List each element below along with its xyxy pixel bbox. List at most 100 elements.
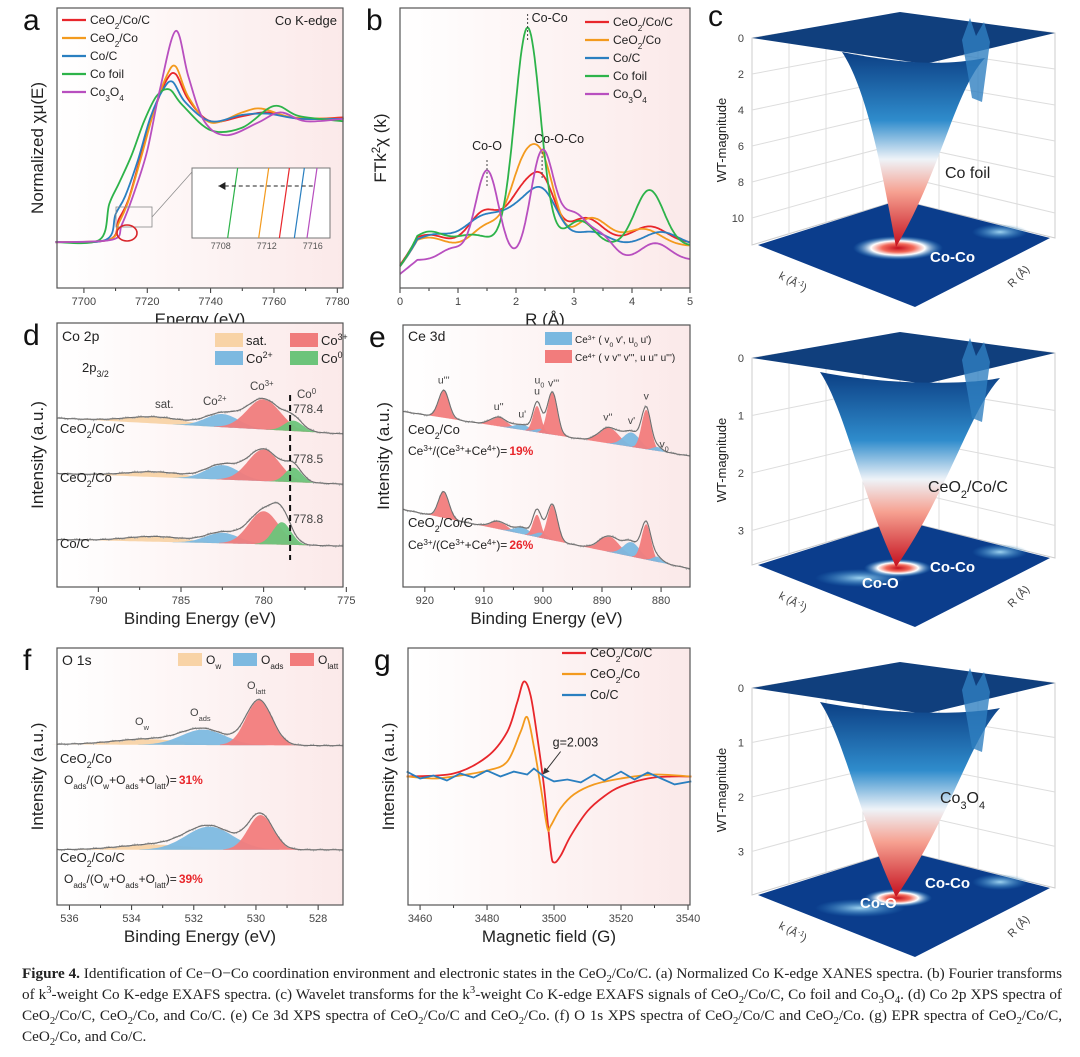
r-axis-label: R (Å) [1005,263,1032,290]
ratio-label: Ce3+/(Ce3++Ce4+)= [408,444,507,459]
x-tick-label: 7740 [198,296,222,308]
z-tick-label: 8 [738,177,744,189]
z-tick-label: 3 [738,526,744,538]
x-tick-label: 3460 [408,913,432,925]
z-tick-label: 10 [732,213,744,225]
z-tick-label: 2 [738,69,744,81]
feature-label: Co-O [860,895,897,912]
panel-subtitle: Ce 3d [408,328,445,344]
sample-label: Co/C [60,536,90,551]
component-peak-2 [223,815,298,850]
binding-energy-value: 778.4 [293,402,323,416]
panel-letter-g: g [374,644,391,677]
y-axis-label: Normalized χμ(E) [28,82,47,214]
peak-label: u' [518,409,526,421]
component-peak-8 [632,524,661,563]
z-tick-label: 3 [738,846,744,858]
binding-energy-value: 778.5 [293,452,323,466]
x-tick-label: 534 [122,913,140,925]
grid-line [751,143,901,183]
peak-label: Oads [190,707,211,723]
ratio-value: 19% [509,444,533,458]
chart-title: Co K-edge [275,13,337,28]
legend-label: Co/C [613,51,641,65]
z-tick-label: 0 [738,683,744,695]
wavelet-transform-plot-2: 0 1 2 3 WT-magnitude k (Å-1) R (Å) Co3O4 Co-Co Co… [714,662,1056,957]
wavelet-surface-funnel [820,372,1000,567]
legend-label: Olatt [318,653,339,671]
x-tick-label: 775 [337,595,355,607]
ratio-value: 26% [509,538,533,552]
binding-energy-value: 778.8 [293,512,323,526]
sample-label: Co foil [945,165,990,182]
ratio-label: Ce3+/(Ce3++Ce4+)= [408,538,507,553]
legend-label: Co foil [90,67,124,81]
component-peak-5 [537,392,568,437]
plot-frame-a [56,7,344,289]
peak-annotation: Co-O-Co [534,132,584,146]
series-line-1 [55,64,344,244]
fitted-envelope-0 [56,397,344,435]
legend-label: CeO2/Co [613,33,661,51]
plot-frame-f [56,647,344,906]
x-tick-label: 530 [247,913,265,925]
x-tick-label: 3 [571,296,577,308]
legend-label: Ow [206,653,221,671]
x-tick-label: 7760 [262,296,286,308]
component-peak-0 [427,390,460,421]
inset-frame [191,167,331,239]
x-axis-label: Binding Energy (eV) [124,609,276,628]
component-peak-0 [427,491,460,522]
series-line-0 [406,680,692,864]
z-axis-label: WT-magnitude [714,748,729,833]
x-axis-label: Magnetic field (G) [482,927,616,946]
legend-label: CeO2/Co [90,31,138,49]
legend-swatch-2 [290,653,314,666]
r-axis-label: R (Å) [1005,583,1032,610]
x-tick-label: 3520 [609,913,633,925]
x-tick-label: 532 [185,913,203,925]
wavelet-transform-plot-1: 0 1 2 3 WT-magnitude k (Å-1) R (Å) CeO2/Co/C Co-… [714,332,1056,627]
component-peak-3 [268,467,319,484]
feature-label: Co-Co [925,875,970,892]
series-line-2 [399,186,691,267]
x-tick-label: 2 [513,296,519,308]
panel-letter-b: b [366,4,383,37]
plot-frame-e [402,324,691,588]
edge-highlight-circle [116,224,138,242]
panel-subtitle: O 1s [62,652,92,668]
spectral-line-label: 2p3/2 [82,360,109,379]
legend-label: Co3O4 [90,85,124,103]
x-tick-label: 920 [416,595,434,607]
inset-edge-line-2 [278,167,290,239]
sample-label: CeO2/Co/C [408,515,473,534]
fitted-envelope-2 [57,502,343,547]
legend-label: CeO2/Co/C [613,15,673,33]
y-axis-label: FTk2χ (k) [371,113,390,182]
peak-label: u''' [438,374,450,386]
inset-edge-line-3 [293,167,305,239]
series-line-1 [406,715,692,832]
peak-label: Olatt [247,680,266,696]
panel-letter-c: c [708,0,723,33]
ratio-value: 31% [179,773,203,787]
ratio-value: 39% [179,872,203,886]
x-tick-label: 3540 [676,913,700,925]
grid-line [751,175,901,219]
legend-swatch-1 [290,333,318,347]
x-tick-label: 3480 [475,913,499,925]
g-factor-annotation: g=2.003 [553,736,599,750]
figure-caption: Figure 4. Identification of Ce−O−Co coor… [22,963,1063,1049]
x-axis-label: Binding Energy (eV) [124,927,276,946]
z-tick-label: 0 [738,33,744,45]
component-peak-3 [266,420,321,433]
x-tick-label: 1 [455,296,461,308]
peak-label: sat. [155,399,174,411]
x-axis-label: R (Å) [525,310,565,329]
wavelet-transform-plot-0: 0 2 4 6 8 10 WT-magnitude k (Å-1) R (Å) Co foil Co… [714,12,1056,307]
heatmap-secondary-spot [972,874,1028,890]
legend-label: Ce3+ ( v0 v', u0 u') [575,335,651,349]
panel-letter-e: e [369,321,386,354]
feature-label: Co-Co [930,249,975,266]
caption-text: Identification of Ce−O−Co coordination e… [22,965,1063,1049]
